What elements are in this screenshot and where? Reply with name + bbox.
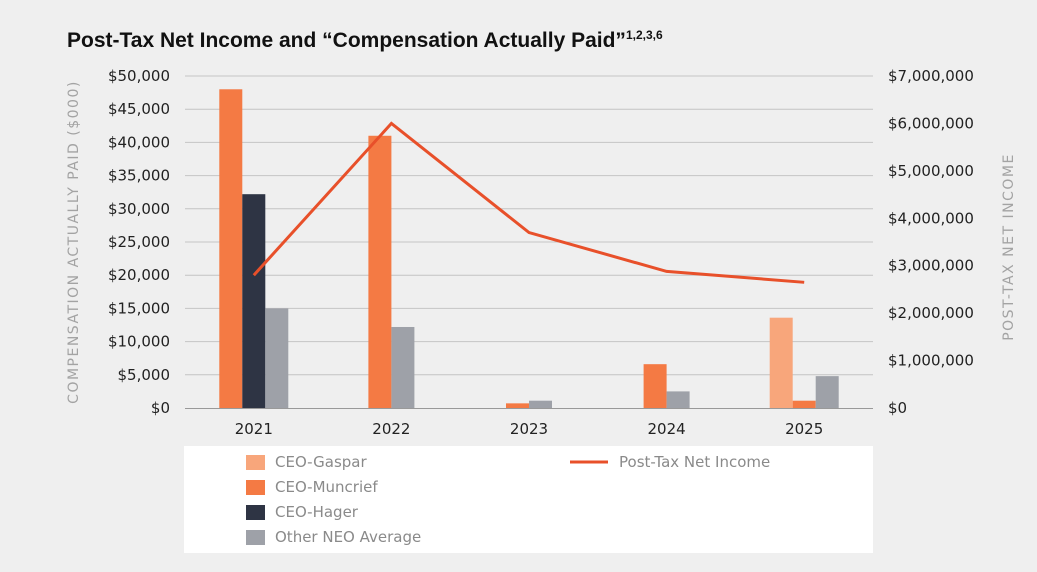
- bar-other-neo-average-2023: [529, 400, 552, 408]
- x-axis-ticks: 2021 2022 2023 2024 2025: [235, 420, 824, 438]
- legend-label: CEO-Hager: [275, 503, 359, 521]
- bar-ceo-gaspar-2025: [769, 317, 793, 408]
- right-tick-label: $2,000,000: [888, 304, 974, 322]
- left-tick-label: $20,000: [108, 266, 170, 284]
- x-tick-label: 2022: [372, 420, 410, 438]
- right-tick-label: $6,000,000: [888, 114, 974, 132]
- left-tick-label: $35,000: [108, 167, 170, 185]
- grid-lines: [185, 75, 873, 376]
- left-tick-label: $0: [151, 399, 170, 417]
- legend-entries: CEO-Gaspar CEO-Muncrief CEO-Hager Other NEO…: [246, 453, 770, 546]
- bar-other-neo-average-2022: [391, 326, 415, 408]
- legend-swatch: [246, 505, 265, 520]
- right-axis-title: POST-TAX NET INCOME: [1001, 153, 1017, 341]
- legend-label: CEO-Gaspar: [275, 453, 367, 471]
- left-axis-ticks: $0 $5,000 $10,000 $15,000 $20,000 $25,000 $30,…: [108, 67, 170, 417]
- chart-title: Post-Tax Net Income and “Compensation Ac…: [67, 28, 663, 52]
- left-tick-label: $15,000: [108, 299, 170, 317]
- bar-other-neo-average-2025: [815, 376, 839, 408]
- chart-title-superscript: 1,2,3,6: [626, 28, 663, 42]
- right-tick-label: $1,000,000: [888, 352, 974, 370]
- x-tick-label: 2021: [235, 420, 273, 438]
- bars: [219, 89, 839, 408]
- left-tick-label: $30,000: [108, 200, 170, 218]
- legend-label: CEO-Muncrief: [275, 478, 378, 496]
- legend-swatch: [246, 455, 265, 470]
- x-tick-label: 2024: [648, 420, 686, 438]
- left-tick-label: $40,000: [108, 133, 170, 151]
- legend-swatch: [246, 480, 265, 495]
- net-income-line-layer: [252, 121, 805, 284]
- left-tick-label: $5,000: [118, 366, 171, 384]
- right-tick-label: $3,000,000: [888, 257, 974, 275]
- x-tick-label: 2025: [785, 420, 823, 438]
- right-tick-label: $7,000,000: [888, 67, 974, 85]
- left-tick-label: $45,000: [108, 100, 170, 118]
- bar-other-neo-average-2021: [265, 308, 289, 408]
- right-tick-label: $4,000,000: [888, 209, 974, 227]
- bar-ceo-muncrief-2024: [643, 364, 667, 408]
- left-tick-label: $10,000: [108, 333, 170, 351]
- left-axis-title: COMPENSATION ACTUALLY PAID ($000): [66, 80, 82, 404]
- bar-ceo-muncrief-2022: [368, 135, 392, 408]
- right-tick-label: $0: [888, 399, 907, 417]
- bar-other-neo-average-2024: [666, 391, 690, 408]
- net-income-line: [252, 121, 805, 284]
- legend-label: Other NEO Average: [275, 528, 421, 546]
- x-tick-label: 2023: [510, 420, 548, 438]
- legend: [184, 446, 873, 553]
- bar-ceo-muncrief-2023: [506, 403, 529, 408]
- left-tick-label: $25,000: [108, 233, 170, 251]
- right-tick-label: $5,000,000: [888, 162, 974, 180]
- bar-ceo-muncrief-2025: [792, 400, 816, 408]
- left-tick-label: $50,000: [108, 67, 170, 85]
- legend-label: Post-Tax Net Income: [619, 453, 770, 471]
- legend-swatch: [246, 530, 265, 545]
- bar-ceo-hager-2021: [242, 194, 266, 408]
- right-axis-ticks: $0 $1,000,000 $2,000,000 $3,000,000 $4,000,0…: [888, 67, 974, 417]
- bar-ceo-muncrief-2021: [219, 89, 243, 408]
